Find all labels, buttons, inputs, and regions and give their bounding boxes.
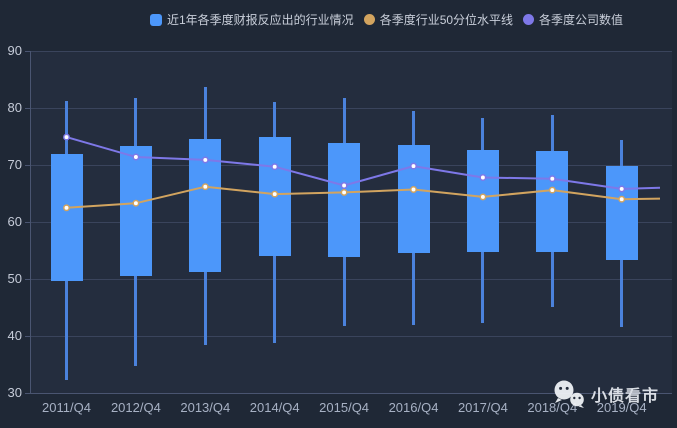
axis-tick-70 <box>25 165 30 166</box>
candle-2017/Q4[interactable] <box>466 149 499 253</box>
candle-2015/Q4[interactable] <box>328 142 361 258</box>
axis-tick-40 <box>25 336 30 337</box>
axis-tick-60 <box>25 222 30 223</box>
axis-tick-50 <box>25 279 30 280</box>
wechat-icon <box>554 380 584 408</box>
watermark-text: 小债看市 <box>591 388 660 405</box>
x-axis-label-2013/Q4: 2013/Q4 <box>180 400 231 415</box>
y-axis-label-50: 50 <box>7 271 22 286</box>
x-axis-label-2011/Q4: 2011/Q4 <box>42 400 91 415</box>
x-axis-label-2015/Q4: 2015/Q4 <box>319 400 370 415</box>
candle-2011/Q4[interactable] <box>50 153 83 281</box>
gridline-80 <box>30 108 672 109</box>
y-axis-label-80: 80 <box>7 100 22 115</box>
axis-tick-80 <box>25 108 30 109</box>
legend-label-median-line: 各季度行业50分位水平线 <box>379 13 514 27</box>
y-axis-label-60: 60 <box>7 214 22 229</box>
legend-item-median-line[interactable]: 各季度行业50分位水平线 <box>363 11 514 28</box>
legend-item-company-value[interactable]: 各季度公司数值 <box>523 11 623 28</box>
y-axis-label-40: 40 <box>7 328 22 343</box>
gridline-30 <box>30 393 672 394</box>
candle-2012/Q4[interactable] <box>119 145 152 277</box>
legend-circle-marker-median <box>363 14 375 25</box>
legend-label-company-value: 各季度公司数值 <box>539 13 624 27</box>
y-axis-label-70: 70 <box>7 157 22 172</box>
chart-legend: 近1年各季度财报反应出的行业情况 各季度行业50分位水平线 各季度公司数值 <box>150 11 623 28</box>
x-axis-label-2014/Q4: 2014/Q4 <box>249 400 300 415</box>
axis-tick-30 <box>25 393 30 394</box>
watermark: 小债看市 <box>552 379 659 409</box>
gridline-50 <box>30 279 672 280</box>
y-axis-label-90: 90 <box>7 43 22 58</box>
x-axis-label-2018/Q4: 2018/Q4 <box>527 400 578 415</box>
x-axis-label-2017/Q4: 2017/Q4 <box>457 400 508 415</box>
legend-circle-marker-company <box>523 14 535 25</box>
y-axis-label-30: 30 <box>7 385 22 400</box>
legend-label-industry-range: 近1年各季度财报反应出的行业情况 <box>167 13 354 27</box>
candle-2014/Q4[interactable] <box>258 137 291 257</box>
y-axis-line <box>30 51 31 393</box>
x-axis-label-2016/Q4: 2016/Q4 <box>388 400 439 415</box>
gridline-40 <box>30 336 672 337</box>
x-axis-label-2012/Q4: 2012/Q4 <box>110 400 161 415</box>
axis-tick-90 <box>25 51 30 52</box>
candle-2019/Q4[interactable] <box>605 165 638 261</box>
legend-item-industry-range[interactable]: 近1年各季度财报反应出的行业情况 <box>150 11 354 28</box>
gridline-90 <box>30 51 672 52</box>
x-axis-label-2019/Q4: 2019/Q4 <box>596 400 647 415</box>
legend-square-marker <box>150 13 162 26</box>
candle-2016/Q4[interactable] <box>397 145 430 254</box>
candle-2013/Q4[interactable] <box>189 138 222 273</box>
candle-2018/Q4[interactable] <box>536 150 569 252</box>
